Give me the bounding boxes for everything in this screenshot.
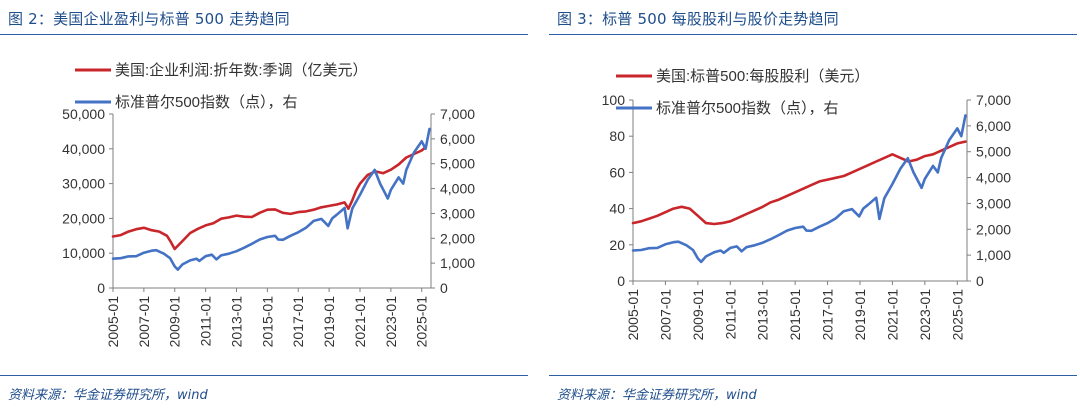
x-tick-label: 2019-01	[321, 296, 337, 348]
x-tick-label: 2013-01	[755, 289, 771, 341]
y-right-tick-label: 0	[440, 280, 448, 296]
y-right-tick-label: 6,000	[440, 131, 475, 147]
x-tick-label: 2021-01	[884, 289, 900, 341]
x-tick-label: 2009-01	[690, 289, 706, 341]
x-tick-label: 2007-01	[136, 296, 152, 348]
legend-label: 标准普尔500指数（点），右	[656, 100, 839, 117]
y-right-tick-label: 5,000	[976, 144, 1011, 160]
y-right-tick-label: 7,000	[440, 106, 475, 122]
y-right-tick-label: 5,000	[440, 156, 475, 172]
figure-3-panel: 图 3：标普 500 每股股利与股价走势趋同 0 20 40 60 80 100 0 1,00…	[549, 0, 1077, 414]
y-right-tick-label: 1,000	[976, 247, 1011, 263]
x-tick-label: 2005-01	[105, 296, 121, 348]
y-left-tick-label: 0	[617, 273, 625, 289]
y-right-tick-label: 4,000	[976, 170, 1011, 186]
figure-3-source-rule	[549, 375, 1077, 376]
figure-2-title-rule	[0, 34, 528, 35]
series-line-blue	[111, 127, 431, 271]
x-tick-label: 2017-01	[820, 289, 836, 341]
y-left-tick-label: 50,000	[62, 106, 105, 122]
legend-label: 美国:标普500:每股股利（美元）	[656, 68, 869, 85]
legend-label: 美国:企业利润:折年数:季调（亿美元）	[115, 61, 368, 79]
y-left-tick-label: 20,000	[62, 210, 105, 226]
y-left-tick-label: 40	[609, 201, 625, 217]
y-left-tick-label: 60	[609, 164, 625, 180]
y-left-tick-label: 40,000	[62, 141, 105, 157]
figure-3-chart: 0 20 40 60 80 100 0 1,000 2,000 3,000 4,000 5,000 6,…	[602, 68, 1012, 341]
x-tick-label: 2023-01	[383, 296, 399, 348]
y-right-tick-label: 0	[976, 273, 984, 289]
x-tick-label: 2013-01	[228, 296, 244, 348]
y-right-tick-label: 2,000	[976, 221, 1011, 237]
x-tick-label: 2015-01	[787, 289, 803, 341]
x-tick-label: 2021-01	[352, 296, 368, 348]
x-tick-label: 2025-01	[414, 296, 430, 348]
legend-label: 标准普尔500指数（点），右	[115, 94, 298, 111]
y-left-tick-label: 20	[609, 237, 625, 253]
y-left-tick-label: 30,000	[62, 176, 105, 192]
figure-2-title: 图 2：美国企业盈利与标普 500 走势趋同	[8, 10, 290, 28]
y-right-tick-label: 3,000	[440, 205, 475, 221]
series-line-red	[631, 140, 967, 226]
figure-2-panel: 图 2：美国企业盈利与标普 500 走势趋同 0 10,000 20,000 30,0…	[0, 0, 528, 414]
y-right-tick-label: 4,000	[440, 181, 475, 197]
x-tick-label: 2007-01	[657, 289, 673, 341]
figure-3-title: 图 3：标普 500 每股股利与股价走势趋同	[557, 10, 839, 28]
figure-2-source: 资料来源：华金证券研究所，wind	[8, 388, 208, 403]
figure-2-source-rule	[0, 375, 528, 376]
y-right-tick-label: 3,000	[976, 195, 1011, 211]
figure-3-title-rule	[549, 34, 1077, 35]
y-left-tick-label: 10,000	[62, 245, 105, 261]
x-tick-label: 2011-01	[722, 289, 738, 340]
x-tick-label: 2023-01	[917, 289, 933, 341]
x-tick-label: 2015-01	[259, 296, 275, 348]
x-tick-label: 2025-01	[949, 289, 965, 341]
x-tick-label: 2005-01	[625, 289, 641, 341]
y-left-tick-label: 100	[602, 92, 626, 108]
x-tick-label: 2019-01	[852, 289, 868, 341]
x-tick-label: 2017-01	[290, 296, 306, 348]
figure-3-source: 资料来源：华金证券研究所，wind	[557, 388, 757, 403]
y-left-tick-label: 80	[609, 128, 625, 144]
figure-2-chart: 0 10,000 20,000 30,000 40,000 50,000 0 1,000 2,0…	[62, 61, 475, 348]
x-tick-label: 2009-01	[167, 296, 183, 348]
series-line-red	[111, 145, 427, 251]
series-line-blue	[631, 114, 967, 264]
y-right-tick-label: 1,000	[440, 255, 475, 271]
y-right-tick-label: 7,000	[976, 92, 1011, 108]
x-tick-label: 2011-01	[198, 296, 214, 347]
y-left-tick-label: 0	[97, 280, 105, 296]
y-right-tick-label: 6,000	[976, 118, 1011, 134]
y-right-tick-label: 2,000	[440, 230, 475, 246]
